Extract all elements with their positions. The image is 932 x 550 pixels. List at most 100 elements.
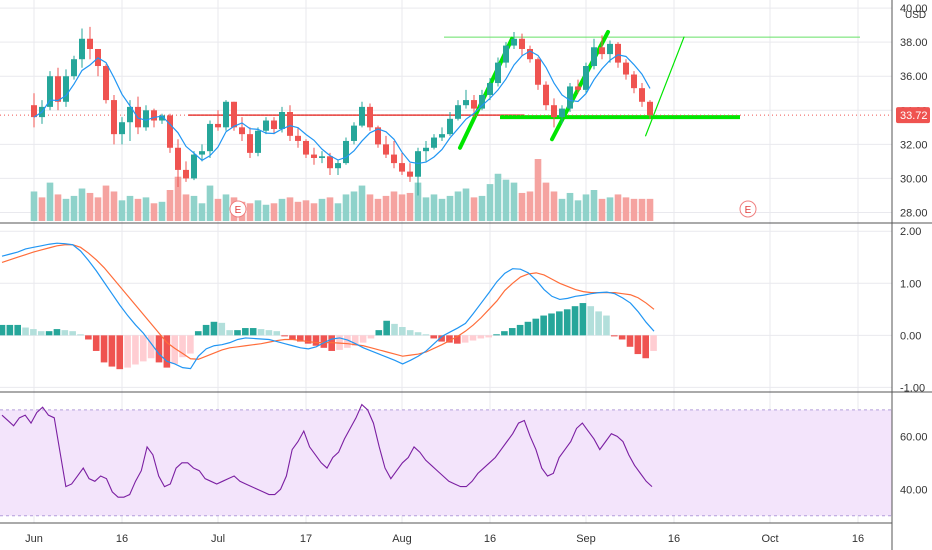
macd-histogram-bar xyxy=(202,324,210,336)
candle-body xyxy=(487,83,493,95)
candle-body xyxy=(87,38,93,49)
macd-histogram-bar xyxy=(595,311,602,336)
currency-label: USD xyxy=(905,10,926,21)
macd-histogram-bar xyxy=(383,320,390,336)
volume-bar xyxy=(182,194,190,221)
candle-body xyxy=(383,144,389,155)
macd-histogram-bar xyxy=(53,329,61,336)
last-price-badge-box xyxy=(896,107,930,124)
macd-histogram-bar xyxy=(249,328,257,336)
macd-histogram-bar xyxy=(289,335,296,340)
earnings-marker: E xyxy=(739,200,757,218)
candle-body xyxy=(343,140,349,164)
candle-body xyxy=(519,38,525,49)
macd-histogram-bar xyxy=(132,335,139,365)
earnings-marker-circle xyxy=(739,200,757,218)
candle-body xyxy=(471,100,477,109)
candle-body xyxy=(255,130,261,153)
volume-bar xyxy=(278,198,286,221)
volume-bar xyxy=(86,192,94,221)
macd-histogram-bar xyxy=(359,335,367,343)
volume-bar xyxy=(318,198,326,221)
macd-tick-label: 0.00 xyxy=(900,330,921,342)
volume-bar xyxy=(150,203,158,221)
candle-body xyxy=(247,134,253,153)
candle-body xyxy=(263,120,269,131)
time-tick-label: Oct xyxy=(761,533,778,545)
macd-histogram-bar xyxy=(140,335,147,362)
volume-bar xyxy=(414,182,422,221)
macd-histogram-bar xyxy=(650,335,657,351)
macd-histogram-bar xyxy=(351,335,359,346)
volume-bar xyxy=(550,191,558,221)
volume-bar xyxy=(294,201,302,221)
volume-bar xyxy=(54,194,62,221)
rsi-tick-label: 60.00 xyxy=(900,431,928,443)
macd-histogram-bar xyxy=(281,335,288,337)
macd-histogram-bar xyxy=(611,335,618,337)
earnings-marker-label: E xyxy=(745,205,752,216)
candle-body xyxy=(495,62,501,84)
candle-body xyxy=(279,112,285,130)
time-tick-label: 16 xyxy=(116,533,128,545)
candle-body xyxy=(215,123,221,128)
volume-bar xyxy=(102,185,110,221)
volume-bar xyxy=(478,195,486,221)
time-tick-label: 16 xyxy=(852,533,864,545)
volume-bar xyxy=(606,197,614,221)
macd-histogram-bar xyxy=(603,315,610,336)
macd-histogram-bar xyxy=(406,330,414,336)
volume-bar xyxy=(262,204,270,221)
candle-body xyxy=(423,147,429,152)
drawing-tools[interactable] xyxy=(0,29,892,150)
candle-body xyxy=(607,43,613,55)
macd-histogram-bar xyxy=(556,311,563,336)
volume-bar xyxy=(502,179,510,221)
macd-histogram-bar xyxy=(391,323,398,336)
macd-histogram-bar xyxy=(0,324,6,336)
volume-bar xyxy=(398,194,406,221)
macd-histogram-bar xyxy=(61,330,69,336)
candle-body xyxy=(151,110,157,121)
macd-histogram-bar xyxy=(508,328,516,336)
candle-body xyxy=(391,154,397,164)
volume-bar xyxy=(590,190,598,221)
macd-histogram-bar xyxy=(548,313,555,336)
volume-bar xyxy=(638,198,646,221)
macd-histogram-bar xyxy=(108,335,116,367)
candle-body xyxy=(623,62,629,75)
volume-bar xyxy=(38,197,46,221)
earnings-marker: E xyxy=(229,200,247,218)
macd-histogram-bar xyxy=(30,329,37,336)
macd-histogram-bar xyxy=(187,335,194,354)
candle-body xyxy=(175,147,181,170)
candle-body xyxy=(223,101,229,128)
candle-body xyxy=(367,106,373,128)
candle-body xyxy=(295,135,301,141)
candle-body xyxy=(159,115,165,121)
candle-body xyxy=(207,123,213,152)
macd-histogram-bar xyxy=(414,332,422,336)
macd-histogram-bar xyxy=(45,331,53,336)
volume-bar xyxy=(510,182,518,221)
candle-body xyxy=(439,134,445,138)
macd-histogram-bar xyxy=(155,335,163,363)
macd-histogram-bar xyxy=(257,329,265,336)
candle-body xyxy=(31,105,37,118)
candle-body xyxy=(271,120,277,130)
volume-bar xyxy=(254,200,262,221)
candle-body xyxy=(599,47,605,55)
volume-bar xyxy=(598,198,606,221)
candle-body xyxy=(303,140,309,155)
candle-body xyxy=(407,171,413,177)
macd-histogram-bar xyxy=(320,335,328,348)
candle-body xyxy=(479,94,485,109)
candle-body xyxy=(575,86,581,90)
macd-histogram-bar xyxy=(85,335,92,340)
candle-body xyxy=(231,101,237,128)
macd-tick-label: 2.00 xyxy=(900,226,921,238)
candle-body xyxy=(431,137,437,148)
macd-histogram-bar xyxy=(22,327,29,336)
